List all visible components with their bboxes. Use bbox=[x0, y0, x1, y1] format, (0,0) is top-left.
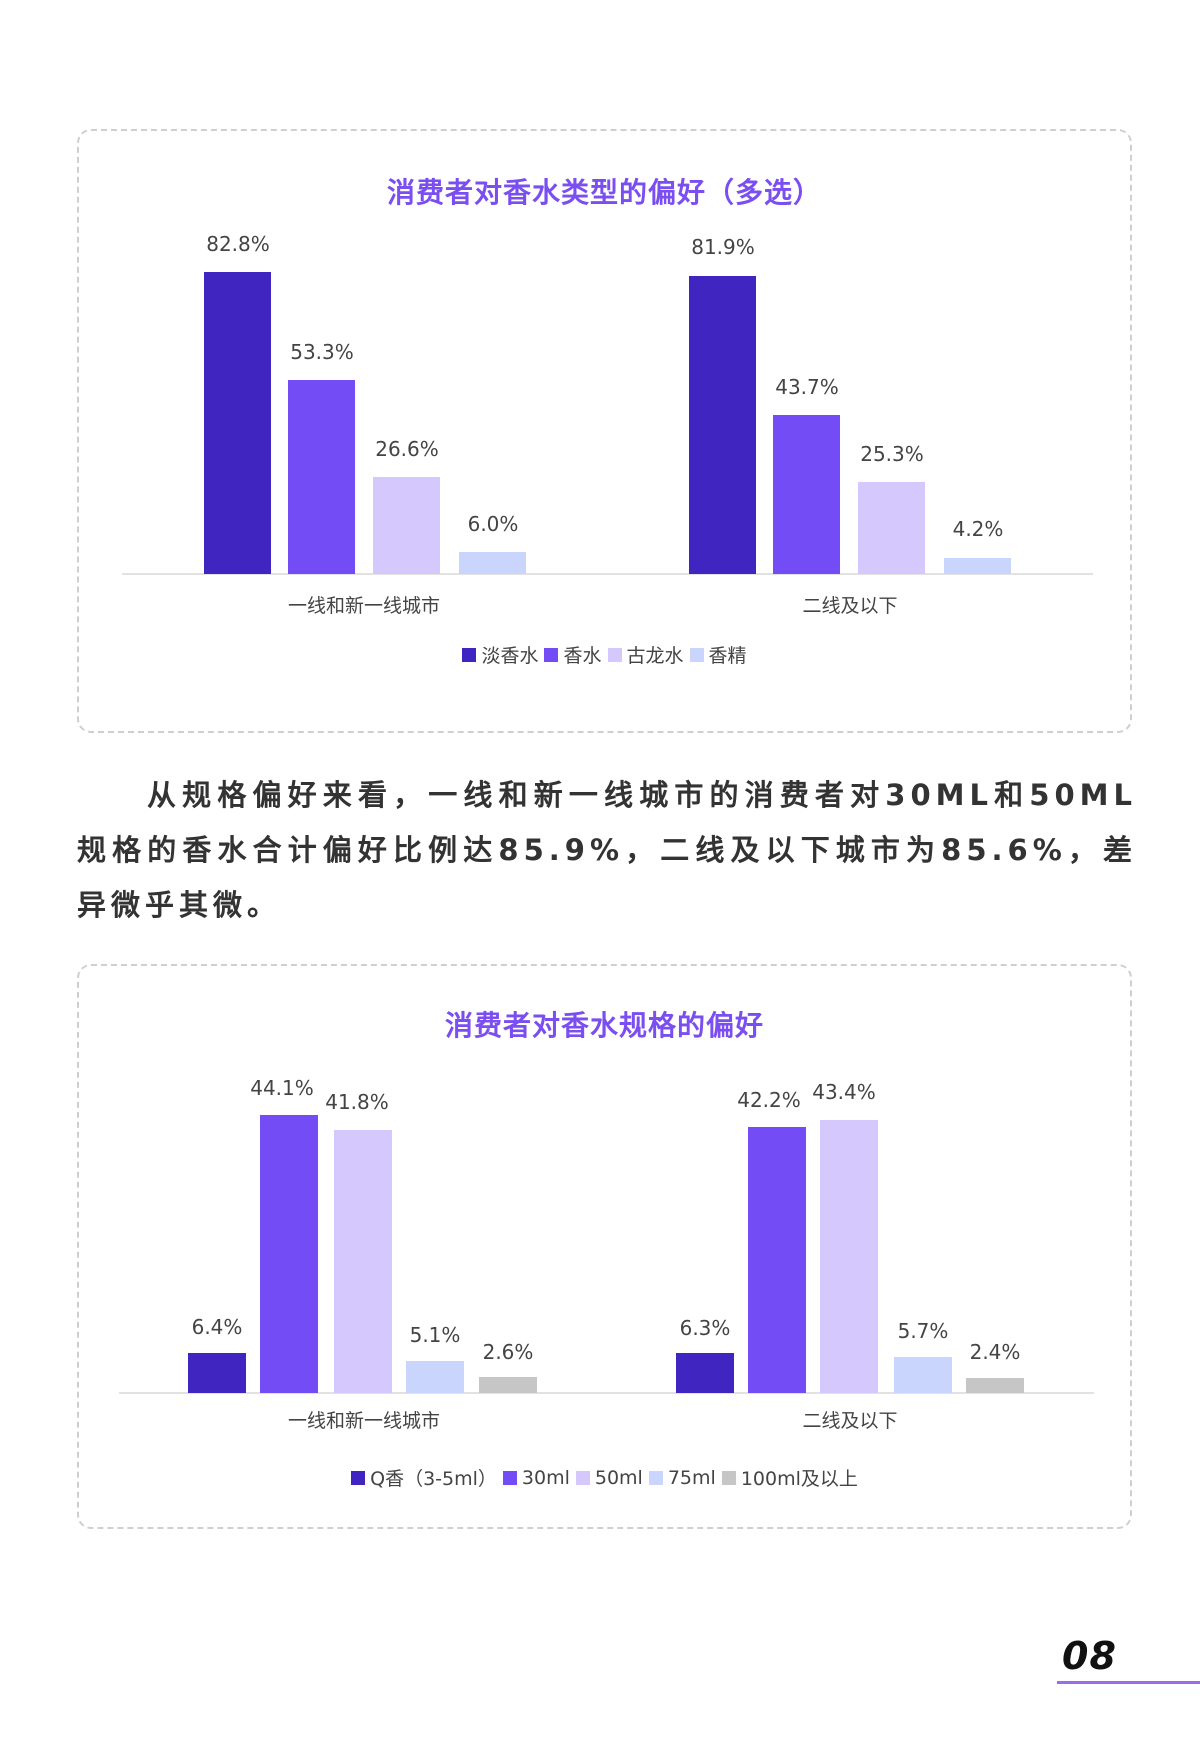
chart-title: 消费者对香水规格的偏好 bbox=[444, 1009, 764, 1042]
legend-label: 淡香水 bbox=[481, 645, 539, 667]
legend-item: 75ml bbox=[648, 1466, 716, 1489]
bar-g1-s5 bbox=[479, 1377, 537, 1393]
value-label: 42.2% bbox=[737, 1088, 801, 1112]
legend-swatch-icon bbox=[648, 1470, 663, 1485]
legend-item: 香精 bbox=[689, 641, 747, 668]
bar-g1-s3 bbox=[334, 1130, 392, 1393]
legend-swatch-icon bbox=[575, 1470, 590, 1485]
bar-g2-s2 bbox=[748, 1127, 806, 1393]
value-label: 6.4% bbox=[191, 1315, 243, 1339]
bar-g2-s3 bbox=[820, 1120, 878, 1393]
legend-label: 75ml bbox=[667, 1466, 716, 1489]
category-label: 一线和新一线城市 bbox=[287, 595, 440, 617]
bar-g2-s2 bbox=[773, 415, 840, 574]
legend-swatch-icon bbox=[607, 647, 622, 662]
legend-label: Q香（3-5ml） bbox=[370, 1468, 497, 1490]
chart-legend: 淡香水 香水 古龙水 香精 bbox=[79, 641, 1130, 668]
bar-g1-s2 bbox=[288, 380, 355, 574]
value-label: 2.4% bbox=[969, 1340, 1021, 1364]
legend-swatch-icon bbox=[351, 1470, 366, 1485]
chart-card-perfume-type: 消费者对香水类型的偏好（多选） 82.8% 53.3% 26.6% 6.0% 8… bbox=[77, 129, 1132, 733]
bar-g2-s4 bbox=[894, 1357, 952, 1393]
legend-label: 古龙水 bbox=[626, 645, 684, 667]
value-label: 6.0% bbox=[467, 512, 519, 536]
legend-label: 100ml及以上 bbox=[740, 1468, 858, 1490]
value-label: 44.1% bbox=[250, 1076, 314, 1100]
category-label: 一线和新一线城市 bbox=[287, 1410, 440, 1432]
value-label: 82.8% bbox=[206, 232, 270, 256]
legend-item: 30ml bbox=[502, 1466, 570, 1489]
chart-legend: Q香（3-5ml） 30ml 50ml 75ml 100ml及以上 bbox=[79, 1464, 1130, 1491]
value-label: 53.3% bbox=[290, 340, 354, 364]
bar-g2-s1 bbox=[676, 1353, 734, 1393]
legend-item: 50ml bbox=[575, 1466, 643, 1489]
legend-label: 30ml bbox=[521, 1466, 570, 1489]
bar-g2-s4 bbox=[944, 558, 1011, 574]
value-label: 41.8% bbox=[325, 1090, 389, 1114]
page-number: 08 bbox=[1062, 1634, 1117, 1678]
legend-swatch-icon bbox=[544, 647, 559, 662]
legend-item: Q香（3-5ml） bbox=[351, 1464, 497, 1491]
x-axis-line bbox=[122, 573, 1093, 575]
legend-label: 香精 bbox=[708, 645, 747, 667]
value-label: 2.6% bbox=[482, 1340, 534, 1364]
bar-g1-s2 bbox=[260, 1115, 318, 1393]
value-label: 43.4% bbox=[812, 1080, 876, 1104]
legend-swatch-icon bbox=[721, 1470, 736, 1485]
legend-item: 香水 bbox=[544, 641, 602, 668]
bar-g2-s1 bbox=[689, 276, 756, 574]
value-label: 5.1% bbox=[409, 1323, 461, 1347]
category-label: 二线及以下 bbox=[802, 1410, 898, 1432]
value-label: 4.2% bbox=[952, 517, 1004, 541]
bar-g1-s3 bbox=[373, 477, 440, 574]
value-label: 5.7% bbox=[897, 1319, 949, 1343]
page-number-underline bbox=[1057, 1681, 1200, 1684]
legend-item: 古龙水 bbox=[607, 641, 684, 668]
value-label: 25.3% bbox=[860, 442, 924, 466]
bar-g1-s4 bbox=[459, 552, 526, 574]
bar-g1-s4 bbox=[406, 1361, 464, 1393]
legend-swatch-icon bbox=[689, 647, 704, 662]
body-paragraph: 从规格偏好来看，一线和新一线城市的消费者对30ML和50ML规格的香水合计偏好比… bbox=[77, 778, 1137, 922]
legend-item: 100ml及以上 bbox=[721, 1464, 858, 1491]
value-label: 6.3% bbox=[679, 1316, 731, 1340]
bar-g1-s1 bbox=[204, 272, 271, 574]
value-label: 81.9% bbox=[691, 235, 755, 259]
legend-label: 香水 bbox=[563, 645, 602, 667]
chart-title: 消费者对香水类型的偏好（多选） bbox=[386, 176, 822, 209]
bar-g1-s1 bbox=[188, 1353, 246, 1393]
bar-g2-s5 bbox=[966, 1378, 1024, 1393]
legend-swatch-icon bbox=[462, 647, 477, 662]
chart-card-perfume-size: 消费者对香水规格的偏好 6.4% 44.1% 41.8% 5.1% 2.6% 6… bbox=[77, 964, 1132, 1529]
x-axis-line bbox=[119, 1392, 1094, 1394]
legend-swatch-icon bbox=[502, 1470, 517, 1485]
value-label: 43.7% bbox=[775, 375, 839, 399]
category-label: 二线及以下 bbox=[802, 595, 898, 617]
legend-label: 50ml bbox=[594, 1466, 643, 1489]
value-label: 26.6% bbox=[375, 437, 439, 461]
legend-item: 淡香水 bbox=[462, 641, 538, 668]
bar-g2-s3 bbox=[858, 482, 925, 574]
